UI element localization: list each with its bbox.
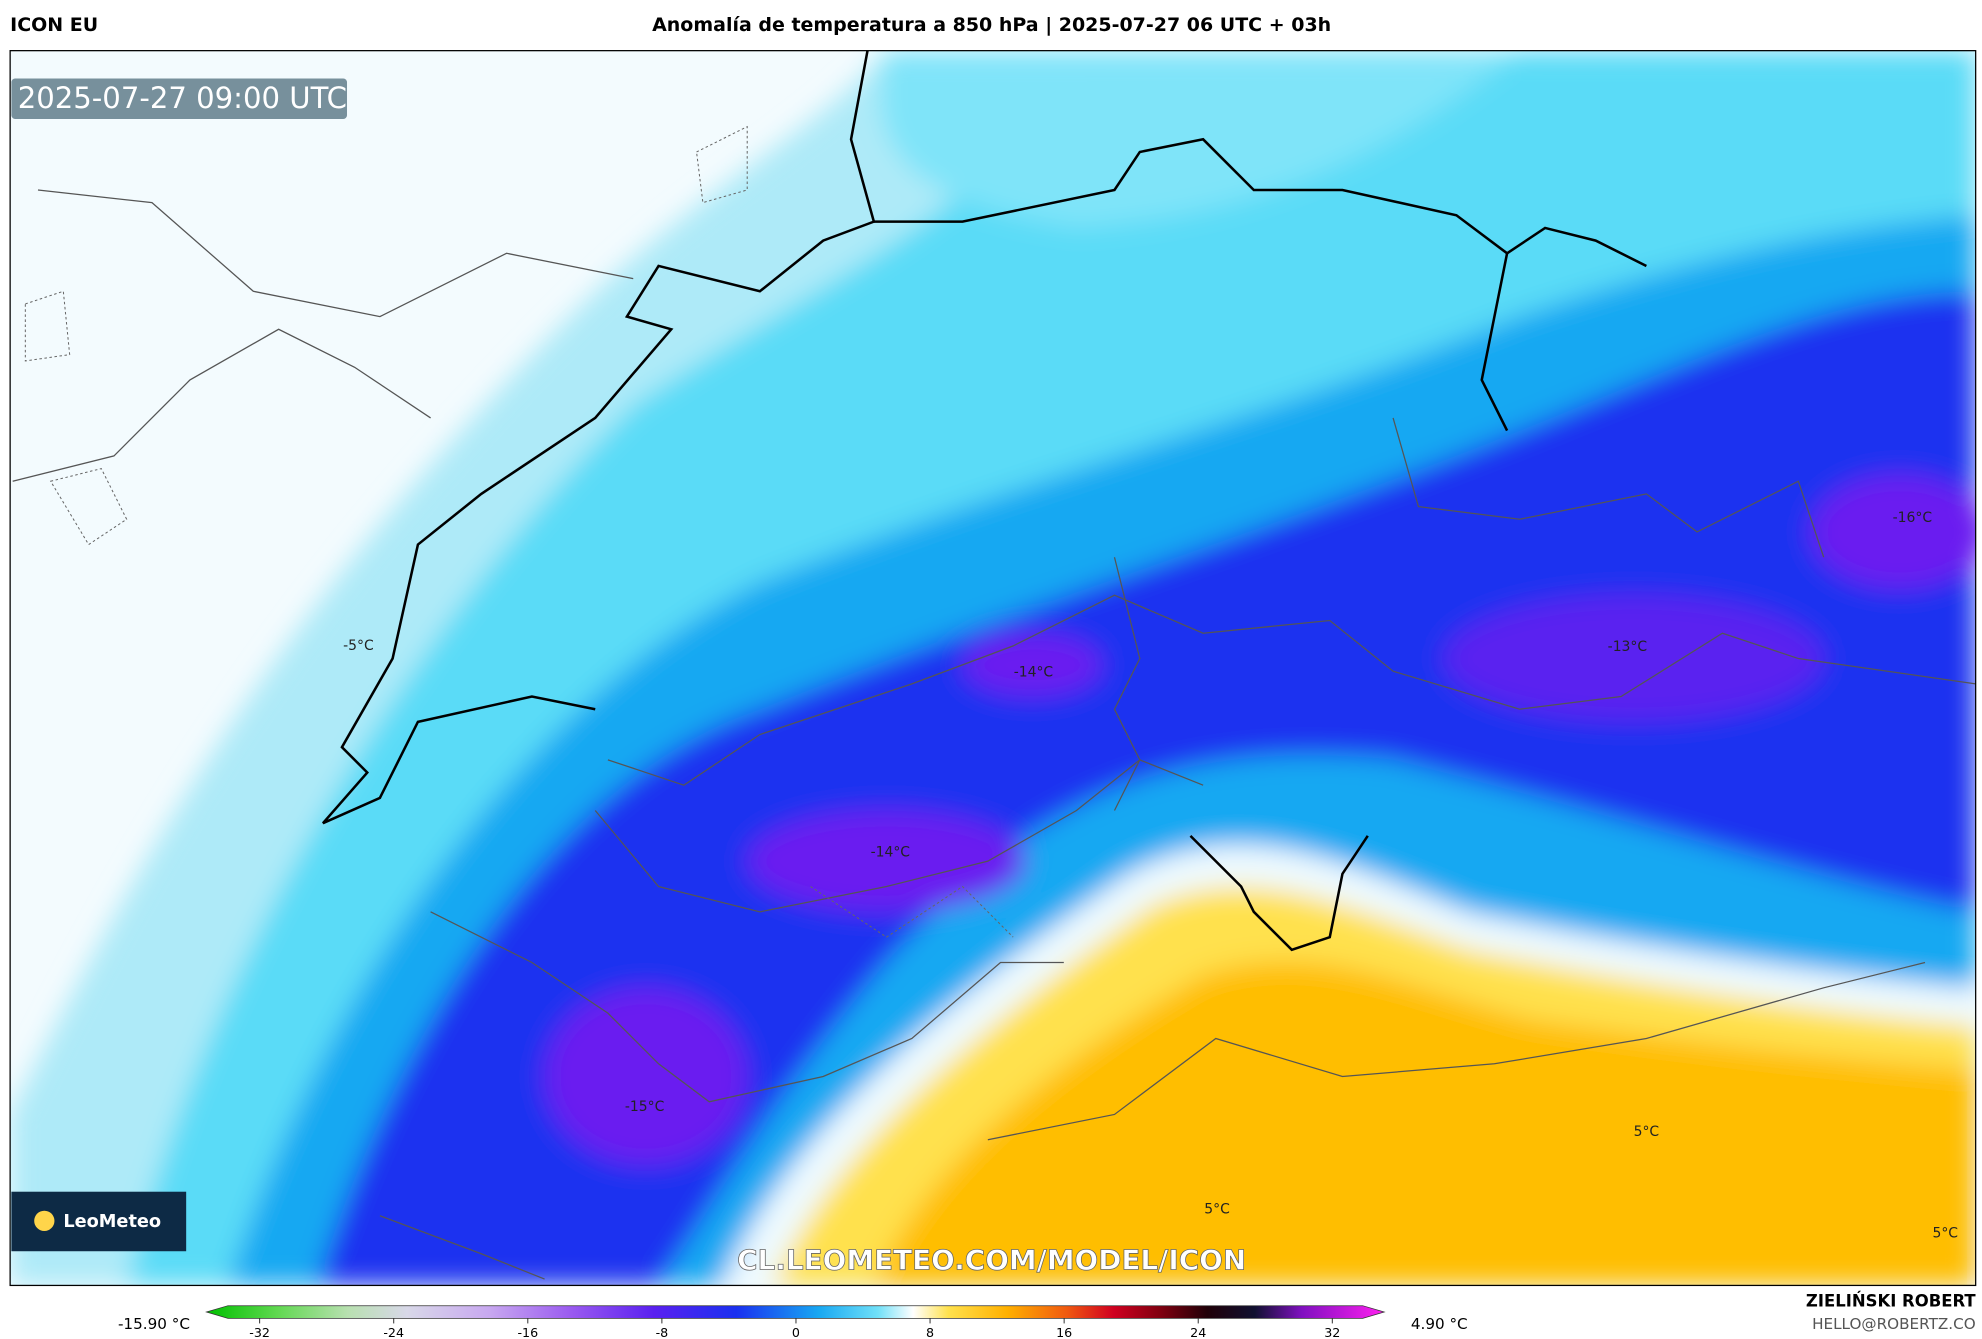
colorbar-max: 4.90 °C — [1411, 1315, 1468, 1333]
colorbar-tick-label: -32 — [249, 1325, 270, 1339]
email: HELLO@ROBERTZ.CO — [1812, 1315, 1976, 1333]
colorbar-tick-label: -16 — [517, 1325, 538, 1339]
temperature-label: -16°C — [1893, 510, 1932, 526]
temperature-label: 5°C — [1932, 1226, 1958, 1242]
map — [10, 50, 1976, 1286]
colorbar-tick-label: 16 — [1056, 1325, 1072, 1339]
temperature-label: -14°C — [871, 844, 910, 860]
colorbar-tick-label: 32 — [1324, 1325, 1340, 1339]
temperature-label: -5°C — [343, 638, 374, 654]
map-labels: -16°C -13°C -14°C -14°C -15°C -5°C 5°C 5°C 5°C — [343, 510, 1958, 1242]
author: ZIELIŃSKI ROBERT — [1806, 1291, 1976, 1310]
timestamp-box — [11, 78, 348, 120]
temperature-label: -15°C — [625, 1099, 664, 1115]
timestamp: 2025-07-27 09:00 UTC — [18, 81, 347, 115]
temperature-label: -14°C — [1014, 664, 1053, 680]
colorbar-ticks: -32 -24 -16 -8 0 8 16 24 32 — [249, 1318, 1340, 1339]
map-frame — [9, 50, 1977, 1287]
model-name: ICON EU — [10, 14, 98, 36]
logo-text: LeoMeteo — [63, 1212, 161, 1232]
map-title: Anomalía de temperatura a 850 hPa | 2025… — [652, 14, 1331, 36]
watermark: CL.LEOMETEO.COM/MODEL/ICON — [737, 1243, 1246, 1276]
logo-sun — [34, 1210, 55, 1231]
colorbar-tick-label: -8 — [656, 1325, 669, 1339]
temperature-label: 5°C — [1204, 1201, 1230, 1217]
colorbar-tick-label: -24 — [383, 1325, 404, 1339]
colorbar-tick-label: 24 — [1190, 1325, 1206, 1339]
colorbar-min: -15.90 °C — [118, 1315, 190, 1333]
colorbar — [205, 1305, 1386, 1319]
colorbar-tick-label: 0 — [792, 1325, 800, 1339]
colorbar-tick-label: 8 — [926, 1325, 934, 1339]
temperature-label: 5°C — [1634, 1124, 1660, 1140]
temperature-label: -13°C — [1608, 639, 1647, 655]
